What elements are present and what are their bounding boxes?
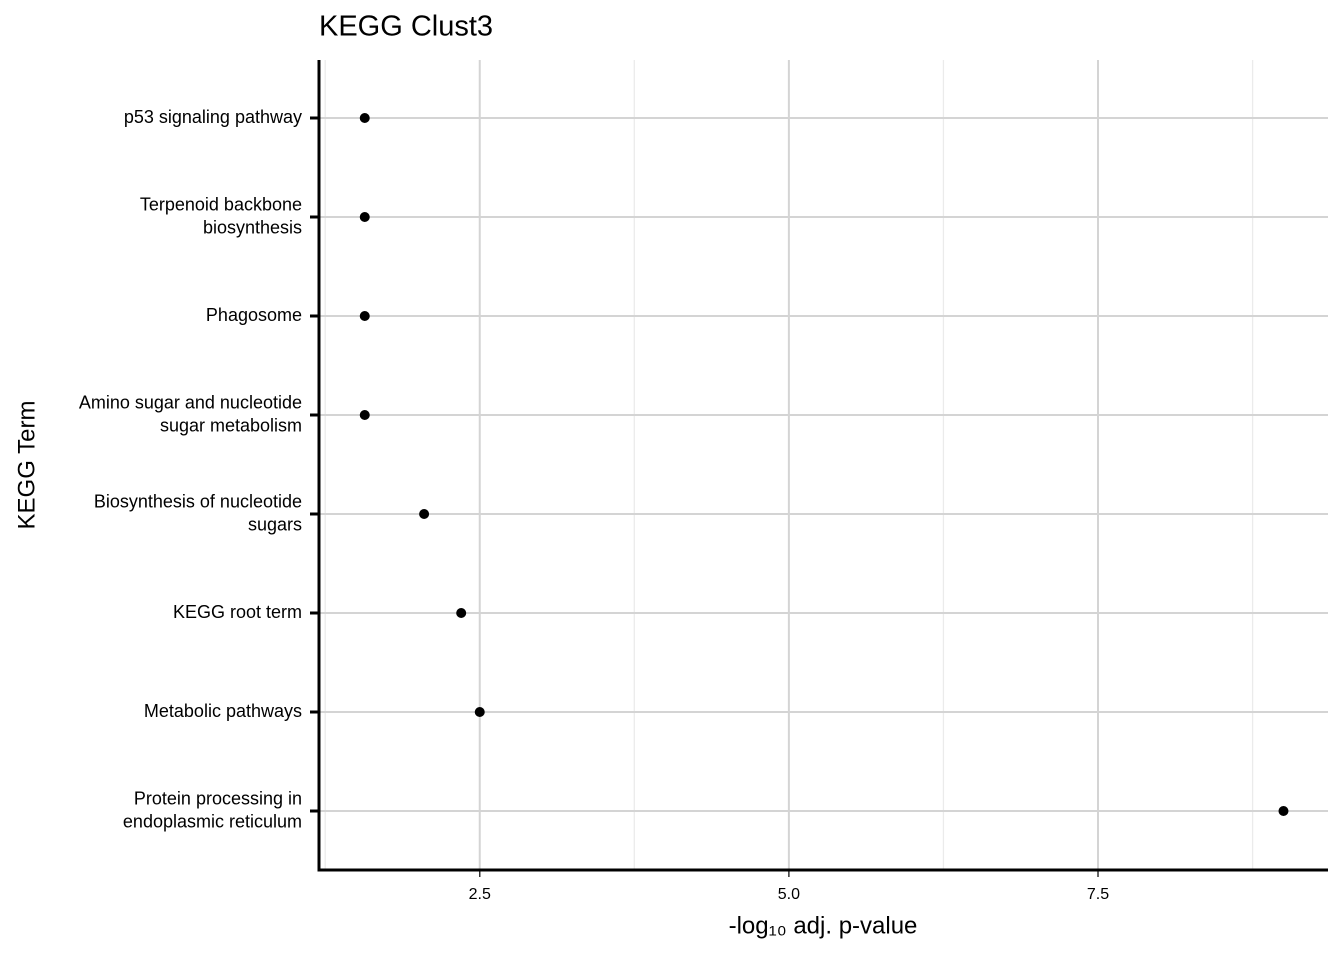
point (359, 311, 370, 321)
point (456, 608, 467, 618)
y-tick-label: Biosynthesis of nucleotide sugars (94, 491, 302, 534)
point (1278, 806, 1289, 816)
y-tick-label: KEGG root term (173, 602, 302, 622)
point (359, 212, 370, 222)
y-tick-label: p53 signaling pathway (124, 107, 302, 127)
y-tick-label: Phagosome (206, 305, 302, 325)
y-axis-title: KEGG Term (13, 401, 40, 530)
x-tick-label: 2.5 (469, 886, 491, 903)
chart-title: KEGG Clust3 (319, 11, 493, 43)
point (359, 113, 370, 123)
y-tick-label: Metabolic pathways (144, 701, 302, 721)
x-tick-label: 7.5 (1087, 886, 1109, 903)
point (474, 707, 485, 717)
y-tick-label: Amino sugar and nucleotide sugar metaboli… (79, 392, 302, 435)
y-tick-label: Protein processing in endoplasmic reticul… (123, 788, 302, 831)
x-tick-label: 5.0 (778, 886, 800, 903)
point (419, 509, 430, 519)
point (359, 410, 370, 420)
x-axis-title: -log₁₀ adj. p-value (729, 912, 918, 939)
y-tick-label: Terpenoid backbone biosynthesis (140, 194, 302, 237)
